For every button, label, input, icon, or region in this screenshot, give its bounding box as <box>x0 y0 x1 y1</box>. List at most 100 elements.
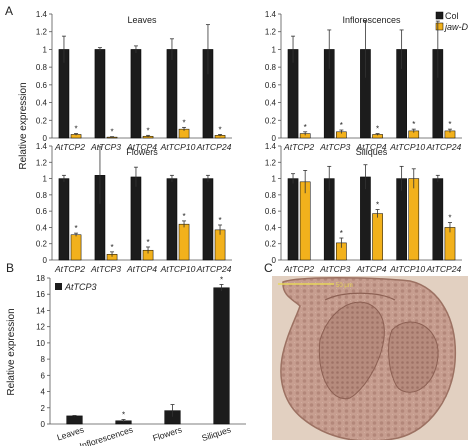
significance-marker: * <box>110 128 113 137</box>
y-tick-label: 1.2 <box>265 28 277 37</box>
y-tick-label: 12 <box>36 323 45 332</box>
significance-marker: * <box>376 201 379 210</box>
significance-marker: * <box>340 229 343 238</box>
y-tick-label: 0 <box>43 134 48 143</box>
x-tick-label: AtTCP3 <box>319 264 350 274</box>
bar <box>299 181 311 261</box>
significance-marker: * <box>182 118 185 127</box>
bar <box>287 178 299 261</box>
y-tick-label: 1 <box>272 175 277 184</box>
bar <box>432 178 444 261</box>
x-tick-label: AtTCP24 <box>196 142 232 152</box>
bar <box>70 234 82 261</box>
chart-title: Flowers <box>126 147 158 157</box>
y-tick-label: 0.2 <box>36 116 48 125</box>
chart-title: Siliques <box>356 147 388 157</box>
micrograph: 50 μm <box>272 276 468 440</box>
y-tick-label: 8 <box>41 355 46 364</box>
significance-marker: * <box>218 125 221 134</box>
legend-label-attcp3: AtTCP3 <box>64 282 97 292</box>
y-tick-label: 1.4 <box>265 142 277 151</box>
y-tick-label: 0.6 <box>265 207 277 216</box>
y-tick-label: 0.2 <box>265 240 277 249</box>
x-tick-label: Inflorescences <box>78 424 134 446</box>
y-tick-label: 1 <box>43 45 48 54</box>
significance-marker: * <box>110 243 113 252</box>
bar <box>178 223 190 261</box>
chart-siliques: 0 0.2 0.4 0.6 0.8 1 1.2 1.4 Siliques AtTCP2 * AtTCP… <box>265 142 462 274</box>
chart-leaves: 0 0.2 0.4 0.6 0.8 1 1.2 1.4 Leaves * AtTCP2 * AtTCP3… <box>36 10 232 152</box>
y-tick-label: 0.4 <box>36 223 48 232</box>
bar <box>166 49 178 139</box>
significance-marker: * <box>304 123 307 132</box>
bar <box>58 178 70 261</box>
y-tick-label: 0.4 <box>36 99 48 108</box>
y-tick-label: 10 <box>36 339 45 348</box>
bar <box>166 178 178 261</box>
legend-b: AtTCP3 <box>55 282 97 292</box>
significance-marker: * <box>448 214 451 223</box>
legend-swatch-attcp3 <box>55 283 62 290</box>
bar <box>372 213 383 261</box>
y-tick-label: 2 <box>41 404 46 413</box>
significance-marker: * <box>448 120 451 129</box>
chart-flowers: 0 0.2 0.4 0.6 0.8 1 1.2 1.4 Flowers * AtTCP2 * AtTCP… <box>36 142 232 274</box>
y-tick-label: 18 <box>36 274 45 283</box>
panel-label-a: A <box>5 4 13 18</box>
significance-marker: * <box>146 238 149 247</box>
legend-swatch-jawd <box>435 22 444 31</box>
scale-bar-label: 50 μm <box>336 283 353 289</box>
x-tick-label: AtTCP2 <box>283 264 314 274</box>
significance-marker: * <box>376 125 379 134</box>
bar <box>66 415 83 425</box>
significance-marker: * <box>220 275 223 284</box>
bar <box>408 178 420 261</box>
inner-structure-left <box>318 301 385 400</box>
y-tick-label: 1.2 <box>265 158 277 167</box>
panel-label-c: C <box>264 261 273 275</box>
x-tick-label: AtTCP24 <box>425 142 461 152</box>
inner-structure-right <box>388 321 439 393</box>
chart-title: Inflorescences <box>342 15 401 25</box>
x-tick-label: AtTCP4 <box>126 142 157 152</box>
significance-marker: * <box>74 224 77 233</box>
significance-marker: * <box>122 411 125 420</box>
x-tick-label: AtTCP2 <box>54 142 85 152</box>
x-tick-label: AtTCP4 <box>126 264 157 274</box>
legend-swatch-col <box>435 11 444 20</box>
legend-a: Col jaw-D <box>435 11 469 32</box>
x-tick-label: AtTCP3 <box>90 264 121 274</box>
y-tick-label: 16 <box>36 290 45 299</box>
y-tick-label: 0.4 <box>265 99 277 108</box>
significance-marker: * <box>340 121 343 130</box>
significance-marker: * <box>182 212 185 221</box>
significance-marker: * <box>146 126 149 135</box>
y-tick-label: 1.4 <box>36 142 48 151</box>
y-tick-label: 1 <box>272 45 277 54</box>
y-tick-label: 0.6 <box>36 81 48 90</box>
bar <box>213 287 230 425</box>
y-tick-label: 0.8 <box>265 63 277 72</box>
x-tick-label: AtTCP24 <box>425 264 461 274</box>
x-tick-label: AtTCP4 <box>355 264 386 274</box>
y-axis-label-b: Relative expression <box>6 308 17 395</box>
y-tick-label: 0.2 <box>265 116 277 125</box>
y-tick-label: 0.8 <box>36 63 48 72</box>
y-axis-label-a: Relative expression <box>18 82 29 169</box>
y-tick-label: 0.4 <box>265 223 277 232</box>
bar <box>94 49 106 139</box>
bar <box>360 176 371 261</box>
y-tick-label: 0.6 <box>36 207 48 216</box>
x-tick-label: AtTCP10 <box>160 142 196 152</box>
x-tick-label: AtTCP3 <box>90 142 121 152</box>
y-tick-label: 0 <box>272 256 277 265</box>
y-tick-label: 0 <box>272 134 277 143</box>
y-tick-label: 0.2 <box>36 240 48 249</box>
y-tick-label: 1.2 <box>36 28 48 37</box>
x-tick-label: AtTCP10 <box>389 142 425 152</box>
y-tick-label: 6 <box>41 371 46 380</box>
bar <box>202 178 214 261</box>
x-tick-label: AtTCP3 <box>319 142 350 152</box>
y-tick-label: 0.8 <box>36 191 48 200</box>
